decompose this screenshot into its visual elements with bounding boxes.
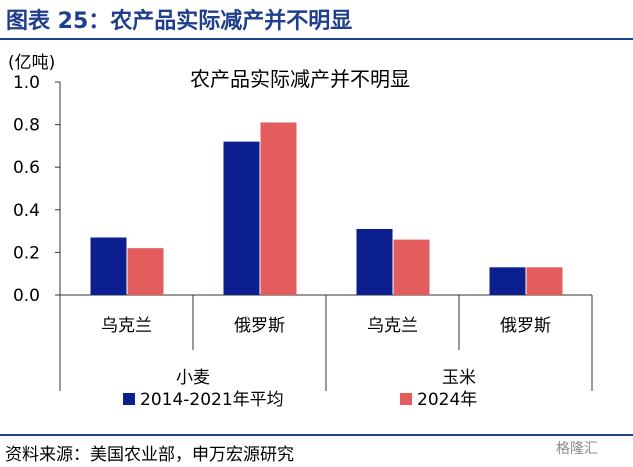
bar xyxy=(127,248,164,295)
y-axis-unit-label: (亿吨) xyxy=(8,53,55,73)
legend-swatch xyxy=(123,393,135,405)
y-tick-label: 0.0 xyxy=(13,286,40,306)
figure-title: 图表 25：农产品实际减产并不明显 xyxy=(6,9,353,34)
bar xyxy=(393,239,430,295)
y-tick-label: 0.8 xyxy=(13,116,40,136)
watermark-logo: 格隆汇 xyxy=(556,441,598,457)
y-tick-label: 0.4 xyxy=(13,201,40,221)
legend-label: 2024年 xyxy=(417,390,477,410)
bottom-rule xyxy=(0,434,633,436)
chart-title: 农产品实际减产并不明显 xyxy=(190,67,410,91)
source-note: 资料来源：美国农业部，申万宏源研究 xyxy=(5,445,294,465)
category-label: 俄罗斯 xyxy=(234,316,285,336)
legend-swatch xyxy=(400,393,412,405)
bar xyxy=(223,141,260,295)
legend-label: 2014-2021年平均 xyxy=(140,390,284,410)
category-label: 乌克兰 xyxy=(367,316,418,336)
bar xyxy=(489,267,526,295)
bar xyxy=(90,237,127,295)
bar xyxy=(260,122,297,295)
group-label: 玉米 xyxy=(442,368,476,388)
category-label: 乌克兰 xyxy=(101,316,152,336)
bar xyxy=(356,228,393,295)
top-rule xyxy=(0,38,633,40)
category-label: 俄罗斯 xyxy=(500,316,551,336)
group-label: 小麦 xyxy=(176,368,210,388)
y-tick-label: 0.6 xyxy=(13,158,40,178)
y-tick-label: 1.0 xyxy=(13,73,40,93)
bar-chart: (亿吨) 农产品实际减产并不明显 0.0 0.2 0.4 0.6 0.8 1.0 乌克兰 俄罗… xyxy=(8,53,593,410)
bar xyxy=(526,267,563,295)
y-tick-label: 0.2 xyxy=(13,243,40,263)
